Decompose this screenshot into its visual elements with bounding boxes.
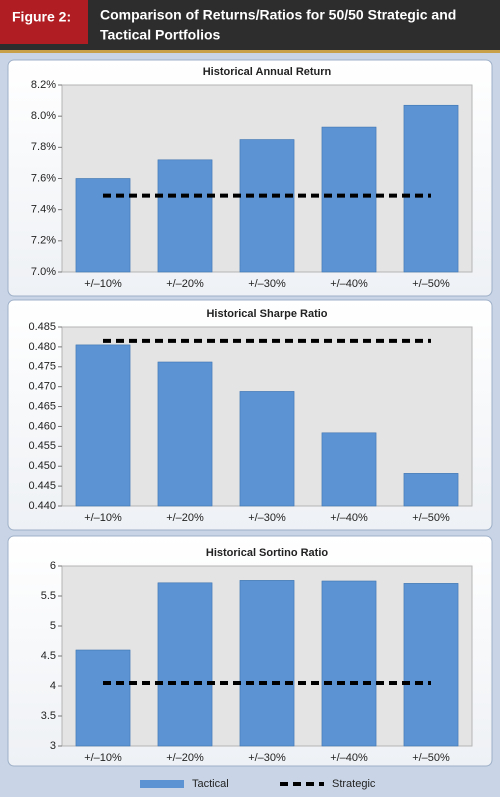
bar	[75, 649, 131, 747]
y-tick-label: 5.5	[41, 590, 56, 602]
y-tick-label: 4	[50, 680, 56, 692]
y-tick-label: 6	[50, 560, 56, 572]
y-tick-label: 0.445	[28, 480, 56, 492]
y-tick-label: 0.470	[28, 381, 56, 393]
y-tick-label: 0.455	[28, 440, 56, 452]
y-tick-label: 7.2%	[31, 235, 56, 247]
x-tick-label: +/–50%	[412, 512, 450, 524]
y-tick-label: 7.6%	[31, 172, 56, 184]
y-tick-label: 5	[50, 620, 56, 632]
x-tick-label: +/–40%	[330, 512, 368, 524]
y-tick-label: 3	[50, 740, 56, 752]
bar	[75, 344, 131, 507]
y-tick-label: 8.0%	[31, 110, 56, 122]
y-tick-label: 0.475	[28, 361, 56, 373]
bar	[239, 391, 295, 507]
x-tick-label: +/–10%	[84, 278, 122, 290]
x-tick-label: +/–40%	[330, 278, 368, 290]
chart-title: Historical Sharpe Ratio	[206, 308, 327, 320]
y-tick-label: 4.5	[41, 650, 56, 662]
x-tick-label: +/–30%	[248, 752, 286, 764]
bar-series	[75, 580, 459, 747]
x-tick-label: +/–20%	[166, 752, 204, 764]
legend-label: Tactical	[192, 778, 229, 790]
x-tick-label: +/–50%	[412, 278, 450, 290]
y-tick-label: 8.2%	[31, 79, 56, 91]
bar	[157, 361, 213, 507]
figure-title: Comparison of Returns/Ratios for 50/50 S…	[100, 7, 456, 23]
header-rule	[0, 50, 500, 53]
bar	[239, 139, 295, 273]
y-tick-label: 0.485	[28, 321, 56, 333]
figure-label-box	[0, 0, 88, 44]
y-tick-label: 0.450	[28, 460, 56, 472]
legend-swatch	[140, 780, 184, 788]
y-tick-label: 3.5	[41, 710, 56, 722]
x-tick-label: +/–30%	[248, 278, 286, 290]
bar	[321, 432, 377, 507]
bar	[403, 583, 459, 747]
x-tick-label: +/–20%	[166, 512, 204, 524]
bar	[157, 582, 213, 747]
bar	[157, 159, 213, 273]
figure-label: Figure 2:	[12, 9, 71, 25]
y-tick-label: 0.480	[28, 341, 56, 353]
bar	[239, 580, 295, 747]
y-tick-label: 7.8%	[31, 141, 56, 153]
y-tick-label: 7.0%	[31, 266, 56, 278]
x-tick-label: +/–50%	[412, 752, 450, 764]
y-tick-label: 0.440	[28, 500, 56, 512]
y-tick-label: 7.4%	[31, 204, 56, 216]
figure-title: Tactical Portfolios	[100, 27, 221, 43]
x-tick-label: +/–30%	[248, 512, 286, 524]
bar	[321, 126, 377, 273]
bar-series	[75, 344, 459, 507]
bar	[75, 178, 131, 273]
chart-title: Historical Annual Return	[203, 66, 332, 78]
x-tick-label: +/–10%	[84, 512, 122, 524]
y-tick-label: 0.465	[28, 400, 56, 412]
bar	[403, 473, 459, 507]
y-tick-label: 0.460	[28, 420, 56, 432]
legend-label: Strategic	[332, 778, 376, 790]
bar	[321, 580, 377, 747]
bar	[403, 104, 459, 273]
x-tick-label: +/–20%	[166, 278, 204, 290]
x-tick-label: +/–40%	[330, 752, 368, 764]
chart-title: Historical Sortino Ratio	[206, 547, 329, 559]
x-tick-label: +/–10%	[84, 752, 122, 764]
